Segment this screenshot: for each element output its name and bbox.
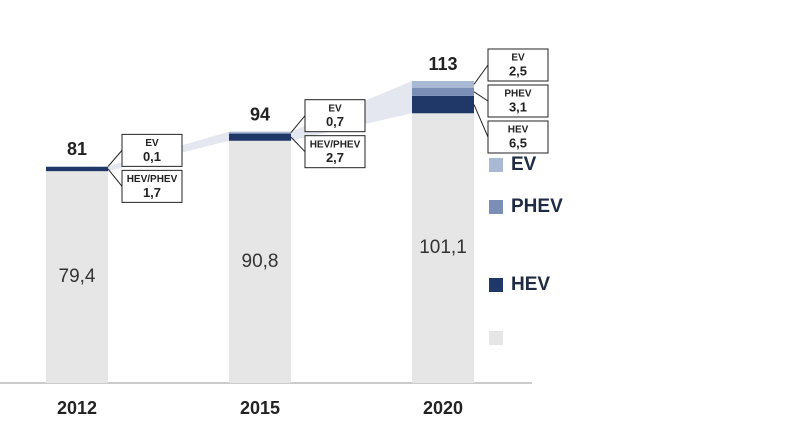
legend-label: HEV [511,274,550,295]
leader [290,136,306,153]
box-name: EV [511,53,525,64]
bar-segment [412,95,474,114]
bar-segment [229,140,291,383]
leader [473,104,489,138]
legend-label: PHEV [511,196,563,217]
total-label: 113 [428,54,457,74]
legend-label: EV [511,154,537,175]
bar-segment [412,113,474,384]
total-label: 81 [67,139,87,159]
bar-segment [412,87,474,96]
label-box [487,84,549,118]
label-box [304,135,366,169]
bar-segment [46,166,108,172]
legend-swatch [489,200,503,214]
label-box [121,169,183,203]
value-label: 79,4 [59,266,96,287]
box-value: 2,5 [509,63,527,78]
bar-segment [229,131,291,134]
bar-segment [46,166,108,167]
label-box [121,133,183,167]
value-label: 101,1 [419,237,467,258]
value-label: 90,8 [242,251,279,272]
box-name: EV [328,103,342,114]
leader [473,64,489,85]
box-name: HEV/PHEV [310,139,361,150]
x-tick-label: 2012 [57,398,97,418]
leader [107,150,123,167]
legend-swatch [489,331,503,345]
box-value: 6,5 [509,135,527,150]
x-tick-label: 2015 [240,398,280,418]
box-value: 3,1 [509,99,527,114]
legend-swatch [489,278,503,292]
label-box [487,120,549,154]
box-value: 2,7 [326,150,344,165]
bar-segment [229,133,291,141]
x-tick-label: 2020 [423,398,463,418]
box-name: PHEV [504,89,532,100]
bar-segment [46,171,108,383]
label-box [487,48,549,82]
box-value: 0,7 [326,114,344,129]
box-value: 0,1 [143,149,161,164]
legend-swatch [489,158,503,172]
leader [107,168,123,187]
label-box [304,99,366,133]
bar-segment [412,81,474,88]
box-name: HEV/PHEV [127,174,178,185]
total-label: 94 [250,104,270,124]
box-name: HEV [508,125,529,136]
leader [290,115,306,133]
box-name: EV [145,138,159,149]
leader [473,91,489,102]
box-value: 1,7 [143,185,161,200]
